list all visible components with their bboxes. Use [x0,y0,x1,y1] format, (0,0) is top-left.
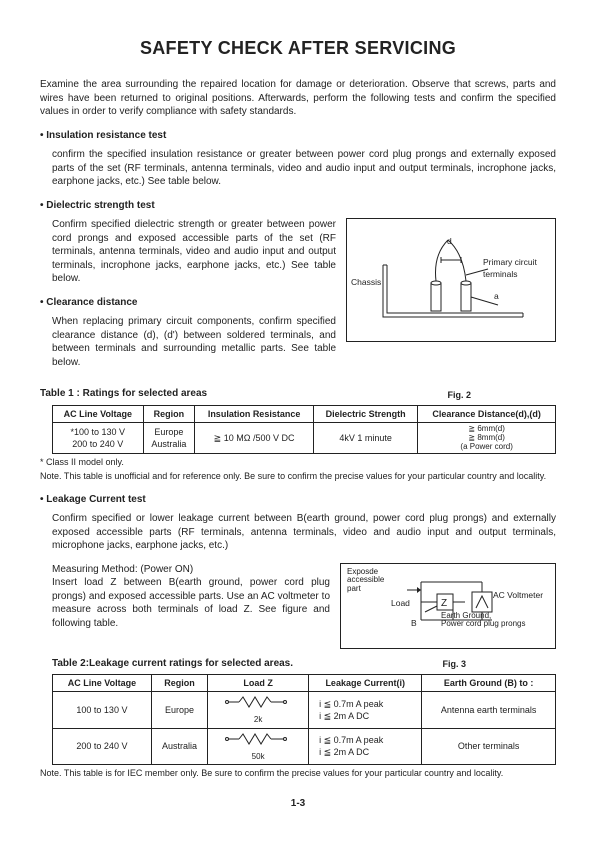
t2r1-lc: i ≦ 0.7m A peaki ≦ 2m A DC [309,692,422,728]
page-number: 1-3 [40,797,556,811]
t2-h2: Region [151,675,207,692]
t2r2-eg: Other terminals [422,728,556,764]
table-row: 100 to 130 V Europe 2k i ≦ 0.7m A peaki … [53,692,556,728]
figure-3: Z Exposde accessible part Load AC Voltme… [340,563,556,649]
page-title: SAFETY CHECK AFTER SERVICING [40,36,556,60]
t1-reg: EuropeAustralia [143,422,195,453]
table1-note2: Note. This table is unofficial and for r… [40,470,556,482]
section-body-leakage2: Insert load Z between B(earth ground, po… [52,576,330,630]
fig3-pcpp-label: Power cord plug prongs [441,619,526,628]
fig3-b-label: B [411,618,417,629]
table-row: *100 to 130 V200 to 240 V EuropeAustrali… [53,422,556,453]
section-body-clearance: When replacing primary circuit component… [52,315,336,369]
t2r2-lc: i ≦ 0.7m A peaki ≦ 2m A DC [309,728,422,764]
fig2-chassis-label: Chassis [351,277,381,288]
t2r1-reg: Europe [151,692,207,728]
t2-h1: AC Line Voltage [53,675,152,692]
t2r1-z: 2k [208,692,309,728]
table1-h3: Insulation Resistance [195,405,314,422]
section-heading-insulation: Insulation resistance test [40,129,556,143]
table1-h5: Clearance Distance(d),(d) [418,405,556,422]
fig3-eg-label: Earth Ground, [441,611,491,620]
t2-h4: Leakage Current(i) [309,675,422,692]
figure-2-caption: Fig. 2 [447,389,471,401]
table-row: AC Line Voltage Region Load Z Leakage Cu… [53,675,556,692]
t2r1-eg: Antenna earth terminals [422,692,556,728]
section-heading-dielectric: Dielectric strength test [40,199,556,213]
table2-title: Table 2:Leakage current ratings for sele… [52,657,293,671]
section-body-leakage1: Confirm specified or lower leakage curre… [52,512,556,553]
t2r2-z: 50k [208,728,309,764]
section-heading-clearance: Clearance distance [40,296,336,310]
figure-3-caption: Fig. 3 [442,658,466,670]
figure-2: Chassis d Primary circuit terminals a [346,218,556,342]
t1-cl: ≧ 6mm(d)≧ 8mm(d)(a Power cord) [418,422,556,453]
table1-h2: Region [143,405,195,422]
table1-h1: AC Line Voltage [53,405,144,422]
fig3-exposed-label: Exposde accessible part [347,568,399,594]
t2-h5: Earth Ground (B) to : [422,675,556,692]
fig2-a-label: a [494,291,499,302]
table-2: AC Line Voltage Region Load Z Leakage Cu… [52,674,556,765]
table-row: AC Line Voltage Region Insulation Resist… [53,405,556,422]
fig2-d-label: d [447,236,452,247]
table-row: 200 to 240 V Australia 50k i ≦ 0.7m A pe… [53,728,556,764]
t2r2-ac: 200 to 240 V [53,728,152,764]
t2r2-reg: Australia [151,728,207,764]
section-body-insulation: confirm the specified insulation resista… [52,148,556,189]
svg-text:Z: Z [441,598,447,609]
fig3-load-label: Load [391,598,410,609]
t2-h3: Load Z [208,675,309,692]
t1-ac: *100 to 130 V200 to 240 V [53,422,144,453]
table-1: AC Line Voltage Region Insulation Resist… [52,405,556,455]
measuring-method-label: Measuring Method: (Power ON) [52,563,330,577]
fig2-primary-label: Primary circuit terminals [483,257,553,280]
intro-text: Examine the area surrounding the repaire… [40,78,556,119]
t1-diel: 4kV 1 minute [314,422,418,453]
t2r1-ac: 100 to 130 V [53,692,152,728]
table1-h4: Dielectric Strength [314,405,418,422]
table1-note1: * Class II model only. [40,456,556,468]
table1-title: Table 1 : Ratings for selected areas [40,387,207,401]
section-body-dielectric: Confirm specified dielectric strength or… [52,218,336,286]
table2-note: Note. This table is for IEC member only.… [40,767,556,779]
fig3-ac-label: AC Voltmeter [493,590,543,601]
section-heading-leakage: Leakage Current test [40,493,556,507]
t1-ins: ≧ 10 MΩ /500 V DC [195,422,314,453]
